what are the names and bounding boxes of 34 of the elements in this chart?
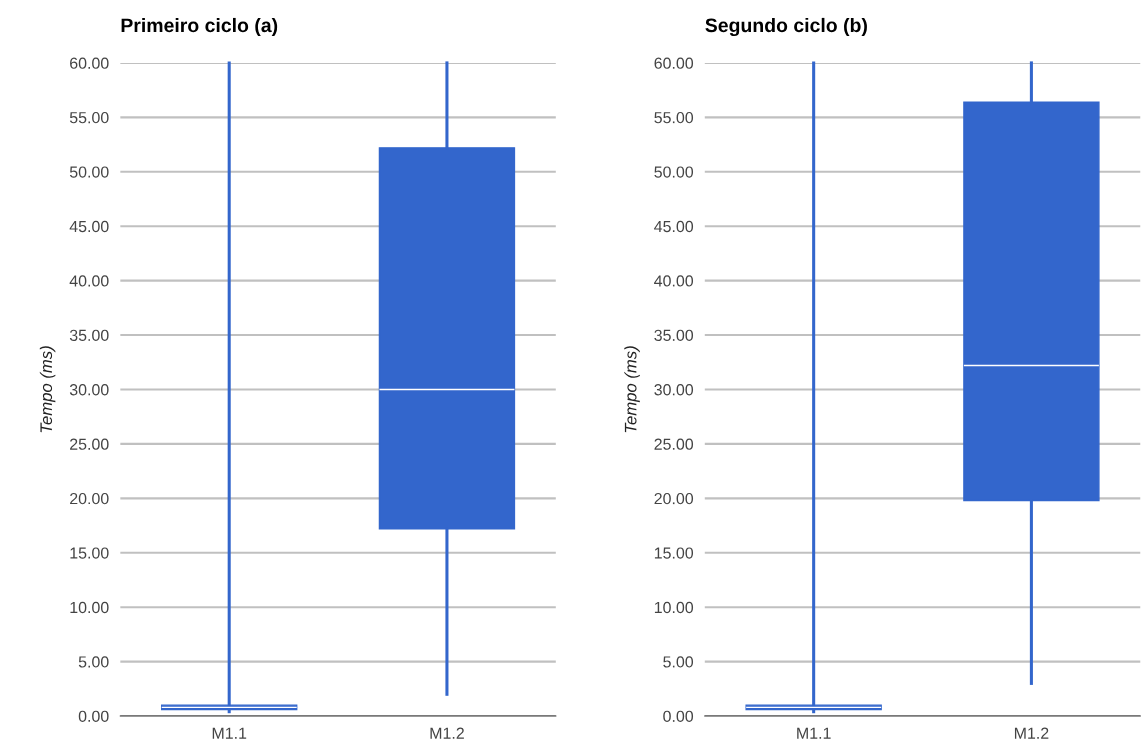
y-tick-label: 55.00: [654, 111, 694, 124]
x-tick-label: M1.1: [212, 727, 247, 739]
chart-title: Segundo ciclo (b): [705, 17, 867, 37]
y-tick-label: 5.00: [78, 656, 109, 668]
y-tick-label: 20.00: [654, 492, 694, 505]
y-tick-label: 15.00: [70, 547, 109, 559]
y-tick-label: 10.00: [654, 601, 694, 614]
y-tick-label: 50.00: [654, 166, 694, 178]
y-tick-label: 20.00: [70, 492, 109, 505]
y-tick-label: 5.00: [663, 656, 694, 668]
y-tick-label: 50.00: [69, 166, 109, 178]
y-tick-label: 0.00: [78, 710, 109, 722]
y-tick-label: 45.00: [654, 220, 694, 233]
y-tick-label: 10.00: [70, 601, 109, 614]
chart-title: Primeiro ciclo (a): [121, 17, 278, 37]
y-tick-label: 60.00: [70, 57, 109, 69]
x-tick-label: M1.2: [430, 727, 464, 739]
y-tick-label: 25.00: [654, 438, 694, 450]
y-tick-label: 30.00: [654, 384, 694, 396]
y-tick-label: 15.00: [654, 547, 694, 559]
y-tick-label: 35.00: [69, 329, 109, 341]
y-tick-label: 40.00: [69, 275, 109, 287]
x-tick-label: M1.1: [797, 727, 831, 739]
y-tick-label: 60.00: [654, 57, 694, 69]
y-axis-title: Tempo (ms): [39, 346, 56, 433]
y-tick-label: 55.00: [69, 111, 109, 124]
x-tick-label: M1.2: [1014, 727, 1049, 739]
y-tick-label: 40.00: [654, 275, 694, 287]
y-tick-label: 0.00: [663, 710, 694, 722]
y-axis-title: Tempo (ms): [624, 346, 640, 433]
y-tick-label: 45.00: [69, 220, 109, 233]
y-tick-label: 35.00: [654, 329, 694, 341]
y-tick-label: 25.00: [70, 438, 109, 450]
y-tick-label: 30.00: [69, 384, 109, 396]
